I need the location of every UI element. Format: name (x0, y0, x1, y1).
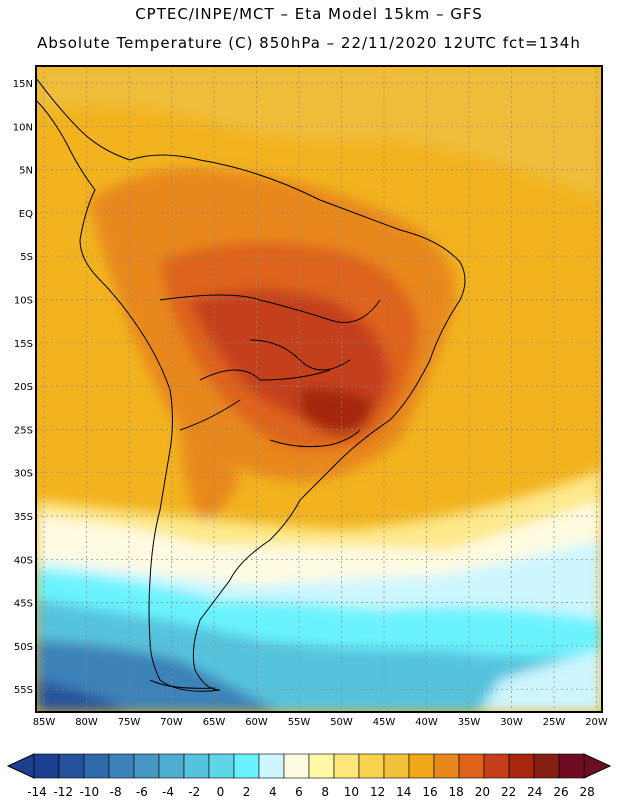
lat-label: EQ (19, 209, 33, 220)
lat-lon-grid (36, 66, 602, 712)
colorbar-label: -10 (80, 785, 100, 799)
colorbar-label: -12 (53, 785, 73, 799)
colorbar-label: 2 (243, 785, 251, 799)
lat-label: 30S (14, 469, 33, 480)
lat-label: 10S (14, 296, 33, 307)
lon-label: 60W (245, 717, 268, 728)
colorbar-label: 20 (475, 785, 490, 799)
title-line-2: Absolute Temperature (C) 850hPa – 22/11/… (37, 34, 581, 52)
colorbar-cell (33, 753, 60, 779)
colorbar-label: -8 (110, 785, 122, 799)
colorbar-label: 28 (580, 785, 595, 799)
colorbar-label: -6 (136, 785, 148, 799)
colorbar-label: 24 (527, 785, 542, 799)
colorbar-cell (433, 753, 460, 779)
lat-label: 50S (14, 642, 33, 653)
colorbar-cell (483, 753, 510, 779)
colorbar-label: 16 (422, 785, 437, 799)
longitude-labels: 85W 80W 75W 70W 65W 60W 55W 50W 45W 40W 35W 30W 25W 2… (33, 717, 608, 728)
lon-label: 30W (500, 717, 523, 728)
lon-label: 65W (203, 717, 226, 728)
colorbar-label: -4 (162, 785, 174, 799)
lat-label: 5S (20, 252, 33, 263)
lon-label: 35W (458, 717, 481, 728)
colorbar-label: 12 (370, 785, 385, 799)
lat-label: 20S (14, 382, 33, 393)
colorbar-cell (558, 753, 585, 779)
colorbar-cell (133, 753, 160, 779)
lat-label: 15S (14, 339, 33, 350)
lon-label: 75W (118, 717, 141, 728)
lon-label: 50W (330, 717, 353, 728)
colorbar-label: 22 (501, 785, 516, 799)
lon-label: 20W (585, 717, 608, 728)
colorbar-cell (383, 753, 410, 779)
colorbar-cell (233, 753, 260, 779)
colorbar-label: 4 (269, 785, 277, 799)
colorbar-label: 10 (344, 785, 359, 799)
temperature-field (36, 66, 602, 712)
colorbar-label: 8 (321, 785, 329, 799)
colorbar-cell (258, 753, 285, 779)
colorbar-label: -2 (188, 785, 200, 799)
colorbar-cell (333, 753, 360, 779)
colorbar-right-arrow (583, 753, 612, 779)
lat-label: 15N (13, 79, 33, 90)
lat-label: 10N (13, 122, 33, 133)
colorbar-cell (408, 753, 435, 779)
coastline (36, 77, 466, 692)
colorbar-label: 18 (449, 785, 464, 799)
lon-label: 80W (75, 717, 98, 728)
colorbar-cell (458, 753, 485, 779)
lon-label: 85W (33, 717, 56, 728)
title-line-1: CPTEC/INPE/MCT – Eta Model 15km – GFS (135, 5, 483, 23)
lat-label: 40S (14, 555, 33, 566)
colorbar-label: 26 (553, 785, 568, 799)
colorbar: -14 -12 -10 -8 -6 -4 -2 0 2 4 6 8 10 12 14 16 18 20 22 24 26… (6, 753, 612, 799)
colorbar-cell (533, 753, 560, 779)
colorbar-cell (208, 753, 235, 779)
colorbar-cell (108, 753, 135, 779)
lat-label: 55S (14, 685, 33, 696)
colorbar-cell (183, 753, 210, 779)
colorbar-cell (358, 753, 385, 779)
lat-label: 25S (14, 425, 33, 436)
lon-label: 45W (373, 717, 396, 728)
lat-label: 45S (14, 599, 33, 610)
lat-label: 35S (14, 512, 33, 523)
colorbar-label: 14 (396, 785, 411, 799)
lon-label: 55W (288, 717, 311, 728)
lon-label: 40W (415, 717, 438, 728)
colorbar-label: 0 (217, 785, 225, 799)
colorbar-label: 6 (295, 785, 303, 799)
colorbar-cell (158, 753, 185, 779)
colorbar-cell (283, 753, 310, 779)
colorbar-cell (83, 753, 110, 779)
lat-label: 5N (19, 166, 33, 177)
colorbar-left-arrow (6, 753, 35, 779)
lon-label: 70W (160, 717, 183, 728)
colorbar-cell (58, 753, 85, 779)
lon-label: 25W (543, 717, 566, 728)
map-frame (35, 65, 603, 713)
colorbar-cell (508, 753, 535, 779)
latitude-labels: 15N 10N 5N EQ 5S 10S 15S 20S 25S 30S 35S 40S 45S 50S 5… (13, 79, 33, 696)
colorbar-label: -14 (27, 785, 47, 799)
colorbar-cell (308, 753, 335, 779)
